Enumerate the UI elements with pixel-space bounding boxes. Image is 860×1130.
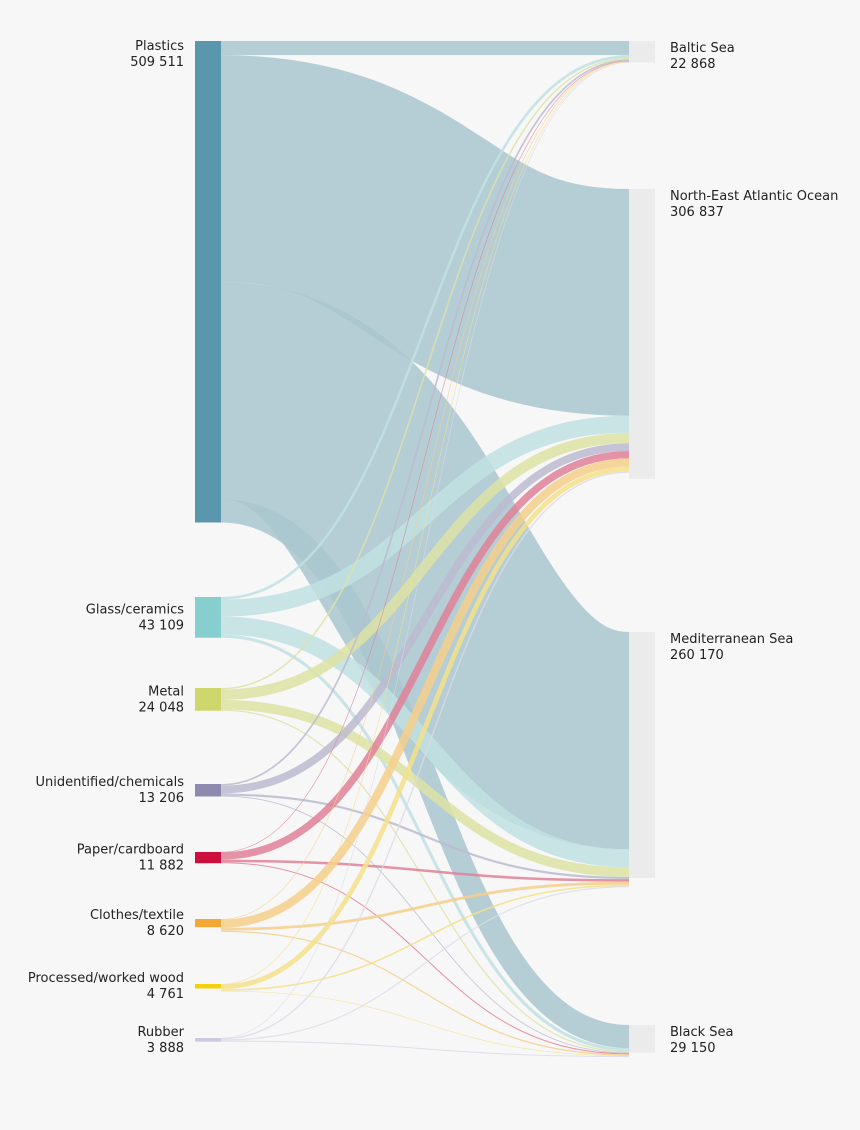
link-clothes-textile-to-black-sea bbox=[220, 930, 630, 1056]
source-label-clothes-textile: Clothes/textile bbox=[90, 908, 184, 923]
target-label-baltic-sea: Baltic Sea bbox=[670, 41, 735, 56]
source-label-unidentified-chemicals: Unidentified/chemicals bbox=[35, 775, 184, 790]
link-unidentified-chemicals-to-north-east-atlantic-ocean bbox=[220, 443, 630, 794]
target-value-baltic-sea: 22 868 bbox=[670, 57, 716, 72]
source-label-rubber: Rubber bbox=[137, 1025, 184, 1040]
source-value-metal: 24 048 bbox=[139, 700, 185, 715]
node-plastics bbox=[195, 41, 221, 523]
link-processed-worked-wood-to-north-east-atlantic-ocean bbox=[220, 466, 630, 990]
link-unidentified-chemicals-to-mediterranean-sea bbox=[220, 793, 630, 880]
node-clothes-textile bbox=[195, 919, 221, 928]
source-label-plastics: Plastics bbox=[135, 39, 184, 54]
link-metal-to-baltic-sea bbox=[220, 57, 630, 690]
link-plastics-to-north-east-atlantic-ocean bbox=[218, 55, 632, 416]
link-clothes-textile-to-north-east-atlantic-ocean bbox=[220, 458, 630, 928]
link-rubber-to-baltic-sea bbox=[220, 62, 630, 1039]
source-label-glass-ceramics: Glass/ceramics bbox=[86, 602, 184, 617]
link-unidentified-chemicals-to-baltic-sea bbox=[220, 59, 630, 786]
target-label-mediterranean-sea: Mediterranean Sea bbox=[670, 632, 793, 647]
source-value-unidentified-chemicals: 13 206 bbox=[139, 791, 185, 806]
source-value-processed-worked-wood: 4 761 bbox=[147, 987, 184, 1002]
target-label-north-east-atlantic-ocean: North-East Atlantic Ocean bbox=[670, 189, 838, 204]
node-black-sea bbox=[629, 1025, 655, 1053]
node-rubber bbox=[195, 1038, 221, 1042]
links-layer bbox=[214, 41, 636, 1058]
link-processed-worked-wood-to-baltic-sea bbox=[220, 61, 630, 985]
link-rubber-to-black-sea bbox=[220, 1040, 630, 1058]
link-glass-ceramics-to-baltic-sea bbox=[220, 55, 630, 600]
target-label-black-sea: Black Sea bbox=[670, 1025, 734, 1040]
node-baltic-sea bbox=[629, 41, 655, 63]
link-paper-cardboard-to-north-east-atlantic-ocean bbox=[220, 450, 630, 860]
node-glass-ceramics bbox=[195, 597, 221, 638]
node-north-east-atlantic-ocean bbox=[629, 189, 655, 479]
node-mediterranean-sea bbox=[629, 632, 655, 878]
source-value-clothes-textile: 8 620 bbox=[147, 924, 184, 939]
link-rubber-to-north-east-atlantic-ocean bbox=[220, 471, 630, 1040]
link-clothes-textile-to-baltic-sea bbox=[220, 61, 630, 920]
nodes-layer bbox=[195, 41, 655, 1053]
link-metal-to-north-east-atlantic-ocean bbox=[220, 432, 630, 700]
source-value-paper-cardboard: 11 882 bbox=[139, 859, 185, 874]
link-glass-ceramics-to-black-sea bbox=[220, 634, 630, 1052]
target-value-black-sea: 29 150 bbox=[670, 1041, 716, 1056]
link-rubber-to-mediterranean-sea bbox=[220, 886, 630, 1041]
node-unidentified-chemicals bbox=[195, 784, 221, 797]
link-glass-ceramics-to-north-east-atlantic-ocean bbox=[220, 415, 630, 617]
link-metal-to-black-sea bbox=[220, 709, 630, 1053]
node-metal bbox=[195, 688, 221, 711]
source-value-glass-ceramics: 43 109 bbox=[139, 618, 185, 633]
link-paper-cardboard-to-black-sea bbox=[220, 862, 630, 1055]
link-processed-worked-wood-to-mediterranean-sea bbox=[220, 884, 630, 991]
source-value-rubber: 3 888 bbox=[147, 1041, 184, 1056]
target-value-north-east-atlantic-ocean: 306 837 bbox=[670, 205, 724, 220]
link-metal-to-mediterranean-sea bbox=[220, 699, 630, 877]
target-value-mediterranean-sea: 260 170 bbox=[670, 648, 724, 663]
link-plastics-to-black-sea bbox=[220, 499, 630, 1049]
source-value-plastics: 509 511 bbox=[130, 55, 184, 70]
link-processed-worked-wood-to-black-sea bbox=[220, 990, 630, 1057]
link-paper-cardboard-to-mediterranean-sea bbox=[220, 859, 630, 882]
link-glass-ceramics-to-mediterranean-sea bbox=[220, 616, 630, 868]
source-label-processed-worked-wood: Processed/worked wood bbox=[28, 971, 184, 986]
link-unidentified-chemicals-to-black-sea bbox=[220, 795, 630, 1054]
node-paper-cardboard bbox=[195, 852, 221, 864]
source-label-paper-cardboard: Paper/cardboard bbox=[77, 843, 184, 858]
source-label-metal: Metal bbox=[148, 684, 184, 699]
link-clothes-textile-to-mediterranean-sea bbox=[220, 881, 630, 931]
node-processed-worked-wood bbox=[195, 984, 221, 989]
link-paper-cardboard-to-baltic-sea bbox=[220, 60, 630, 853]
